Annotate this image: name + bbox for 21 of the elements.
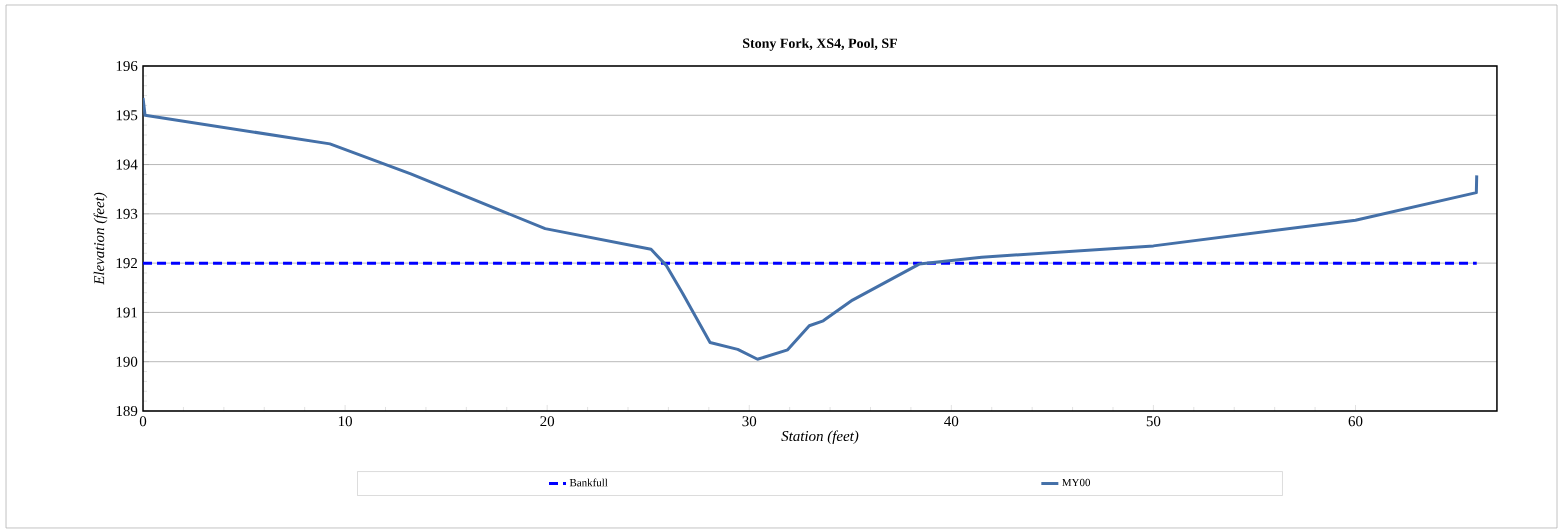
y-tick-label: 194 bbox=[116, 159, 138, 170]
y-tick-label: 191 bbox=[116, 307, 137, 318]
x-tick-label: 20 bbox=[540, 416, 555, 427]
y-axis-title: Elevation (feet) bbox=[93, 192, 108, 285]
y-tick-label: 189 bbox=[116, 405, 138, 417]
line-series bbox=[143, 96, 1479, 361]
x-tick-label: 30 bbox=[742, 416, 757, 427]
x-tick-label: 10 bbox=[338, 416, 352, 427]
y-tick-label: 196 bbox=[116, 60, 138, 71]
legend-label: Bankfull bbox=[569, 478, 608, 487]
legend-label: MY00 bbox=[1062, 478, 1091, 487]
x-tick-label: 60 bbox=[1348, 416, 1363, 427]
y-tick-label: 190 bbox=[116, 356, 138, 367]
x-axis-title: Station (feet) bbox=[781, 430, 859, 445]
chart-title: Stony Fork, XS4, Pool, SF bbox=[743, 38, 897, 51]
x-tick-label: 0 bbox=[139, 416, 147, 427]
y-tick-label: 195 bbox=[116, 110, 138, 121]
x-tick-label: 50 bbox=[1146, 416, 1161, 427]
y-tick-label: 192 bbox=[116, 258, 138, 269]
y-tick-label: 193 bbox=[116, 208, 138, 219]
x-tick-label: 40 bbox=[944, 416, 959, 427]
